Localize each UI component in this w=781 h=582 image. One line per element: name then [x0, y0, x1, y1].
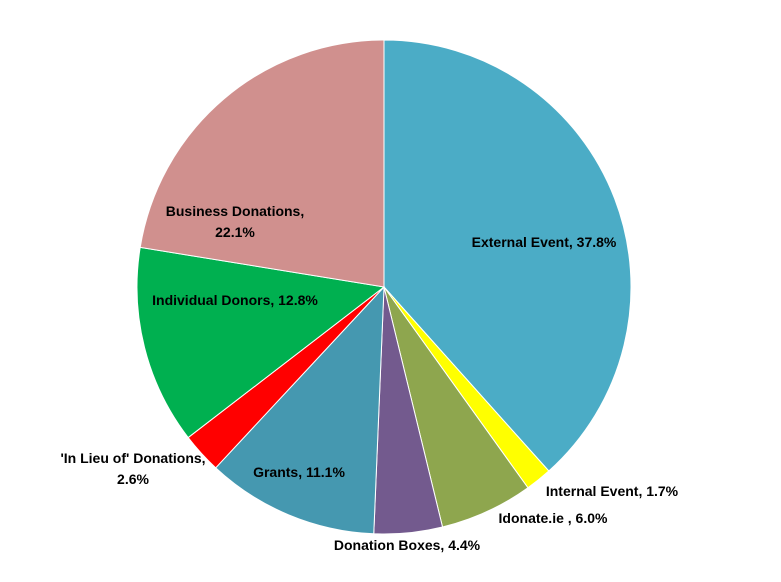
pie-slice-external-event [383, 39, 632, 472]
data-label-internal-event: Internal Event, 1.7% [546, 483, 679, 499]
pie-slice-individual-donors [136, 246, 386, 439]
data-label-idonate-ie: Idonate.ie , 6.0% [499, 510, 608, 526]
pie-slice-business-donations [139, 39, 385, 288]
data-label-line: Internal Event, 1.7% [546, 483, 679, 499]
data-label-business-donations: Business Donations, 22.1% [166, 203, 304, 240]
data-label-line: Grants, 11.1% [253, 464, 345, 480]
data-label-line: 'In Lieu of' Donations, [60, 450, 205, 466]
data-label-line: External Event, 37.8% [472, 234, 617, 250]
data-label-line: 22.1% [215, 224, 255, 240]
data-label-line: Individual Donors, 12.8% [152, 292, 318, 308]
data-label-individual-donors: Individual Donors, 12.8% [152, 292, 318, 308]
data-label-grants: Grants, 11.1% [253, 464, 345, 480]
pie-labels: External Event, 37.8% Internal Event, 1.7… [60, 203, 678, 553]
data-label-line: Donation Boxes, 4.4% [334, 537, 481, 553]
pie-slices [136, 39, 632, 535]
data-label-external-event: External Event, 37.8% [472, 234, 617, 250]
data-label-donation-boxes: Donation Boxes, 4.4% [334, 537, 481, 553]
pie-slice-grants [215, 285, 385, 535]
data-label-line: Idonate.ie , 6.0% [499, 510, 608, 526]
data-label-in-lieu-of-donations: 'In Lieu of' Donations, 2.6% [60, 450, 205, 487]
data-label-line: Business Donations, [166, 203, 304, 219]
data-label-line: 2.6% [117, 471, 149, 487]
